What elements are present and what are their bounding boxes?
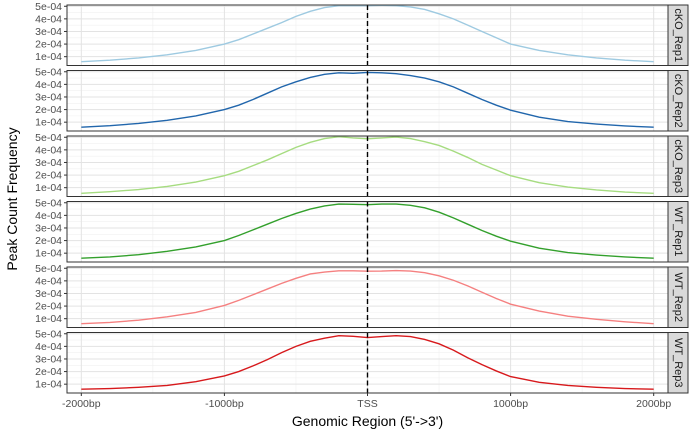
y-tick-label: 3e-04: [35, 353, 62, 365]
y-tick-label: 4e-04: [35, 210, 62, 222]
y-tick-label: 3e-04: [35, 288, 62, 300]
facet-strip: [667, 266, 689, 328]
facet-strip: [667, 201, 689, 263]
facet-strip-label: cKO_Rep1: [672, 8, 684, 62]
y-tick-label: 2e-04: [35, 104, 62, 116]
y-axis-label: Peak Count Frequency: [4, 127, 20, 270]
y-tick-label: 4e-04: [35, 144, 62, 156]
x-tick-label: 2000bp: [636, 398, 671, 410]
facet-strip-label: WT_Rep3: [672, 338, 684, 388]
y-tick-label: 2e-04: [35, 301, 62, 313]
y-tick-label: 2e-04: [35, 366, 62, 378]
facet-strip: [667, 332, 689, 394]
y-tick-label: 1e-04: [35, 313, 62, 325]
y-tick-label: 5e-04: [35, 66, 62, 78]
x-axis-label: Genomic Region (5'->3'): [292, 413, 443, 429]
y-tick-label: 4e-04: [35, 79, 62, 91]
x-tick-label: 1000bp: [493, 398, 528, 410]
facet-strip: [667, 4, 689, 66]
y-tick-label: 1e-04: [35, 182, 62, 194]
x-tick-label: -1000bp: [205, 398, 244, 410]
facet-strip-label: WT_Rep2: [672, 272, 684, 322]
y-tick-label: 5e-04: [35, 1, 62, 13]
y-tick-label: 4e-04: [35, 275, 62, 287]
y-tick-label: 2e-04: [35, 39, 62, 51]
facet-strip: [667, 70, 689, 132]
y-tick-label: 2e-04: [35, 170, 62, 182]
y-tick-label: 5e-04: [35, 197, 62, 209]
facet-strip-label: cKO_Rep3: [672, 139, 684, 193]
y-tick-label: 1e-04: [35, 117, 62, 129]
y-tick-label: 4e-04: [35, 341, 62, 353]
y-tick-label: 3e-04: [35, 91, 62, 103]
facet-strip-label: cKO_Rep2: [672, 74, 684, 128]
y-tick-label: 5e-04: [35, 263, 62, 275]
y-tick-label: 5e-04: [35, 328, 62, 340]
y-tick-label: 2e-04: [35, 235, 62, 247]
facet-strip-label: WT_Rep1: [672, 207, 684, 257]
facet-strip: [667, 135, 689, 197]
y-tick-label: 1e-04: [35, 248, 62, 260]
y-tick-label: 3e-04: [35, 26, 62, 38]
y-tick-label: 3e-04: [35, 157, 62, 169]
y-tick-label: 3e-04: [35, 222, 62, 234]
series-line-WT_Rep3: [81, 334, 654, 390]
y-tick-label: 1e-04: [35, 51, 62, 63]
y-tick-label: 5e-04: [35, 132, 62, 144]
x-tick-label: TSS: [357, 398, 377, 410]
x-tick-label: -2000bp: [62, 398, 101, 410]
y-tick-label: 4e-04: [35, 13, 62, 25]
y-tick-label: 1e-04: [35, 379, 62, 391]
